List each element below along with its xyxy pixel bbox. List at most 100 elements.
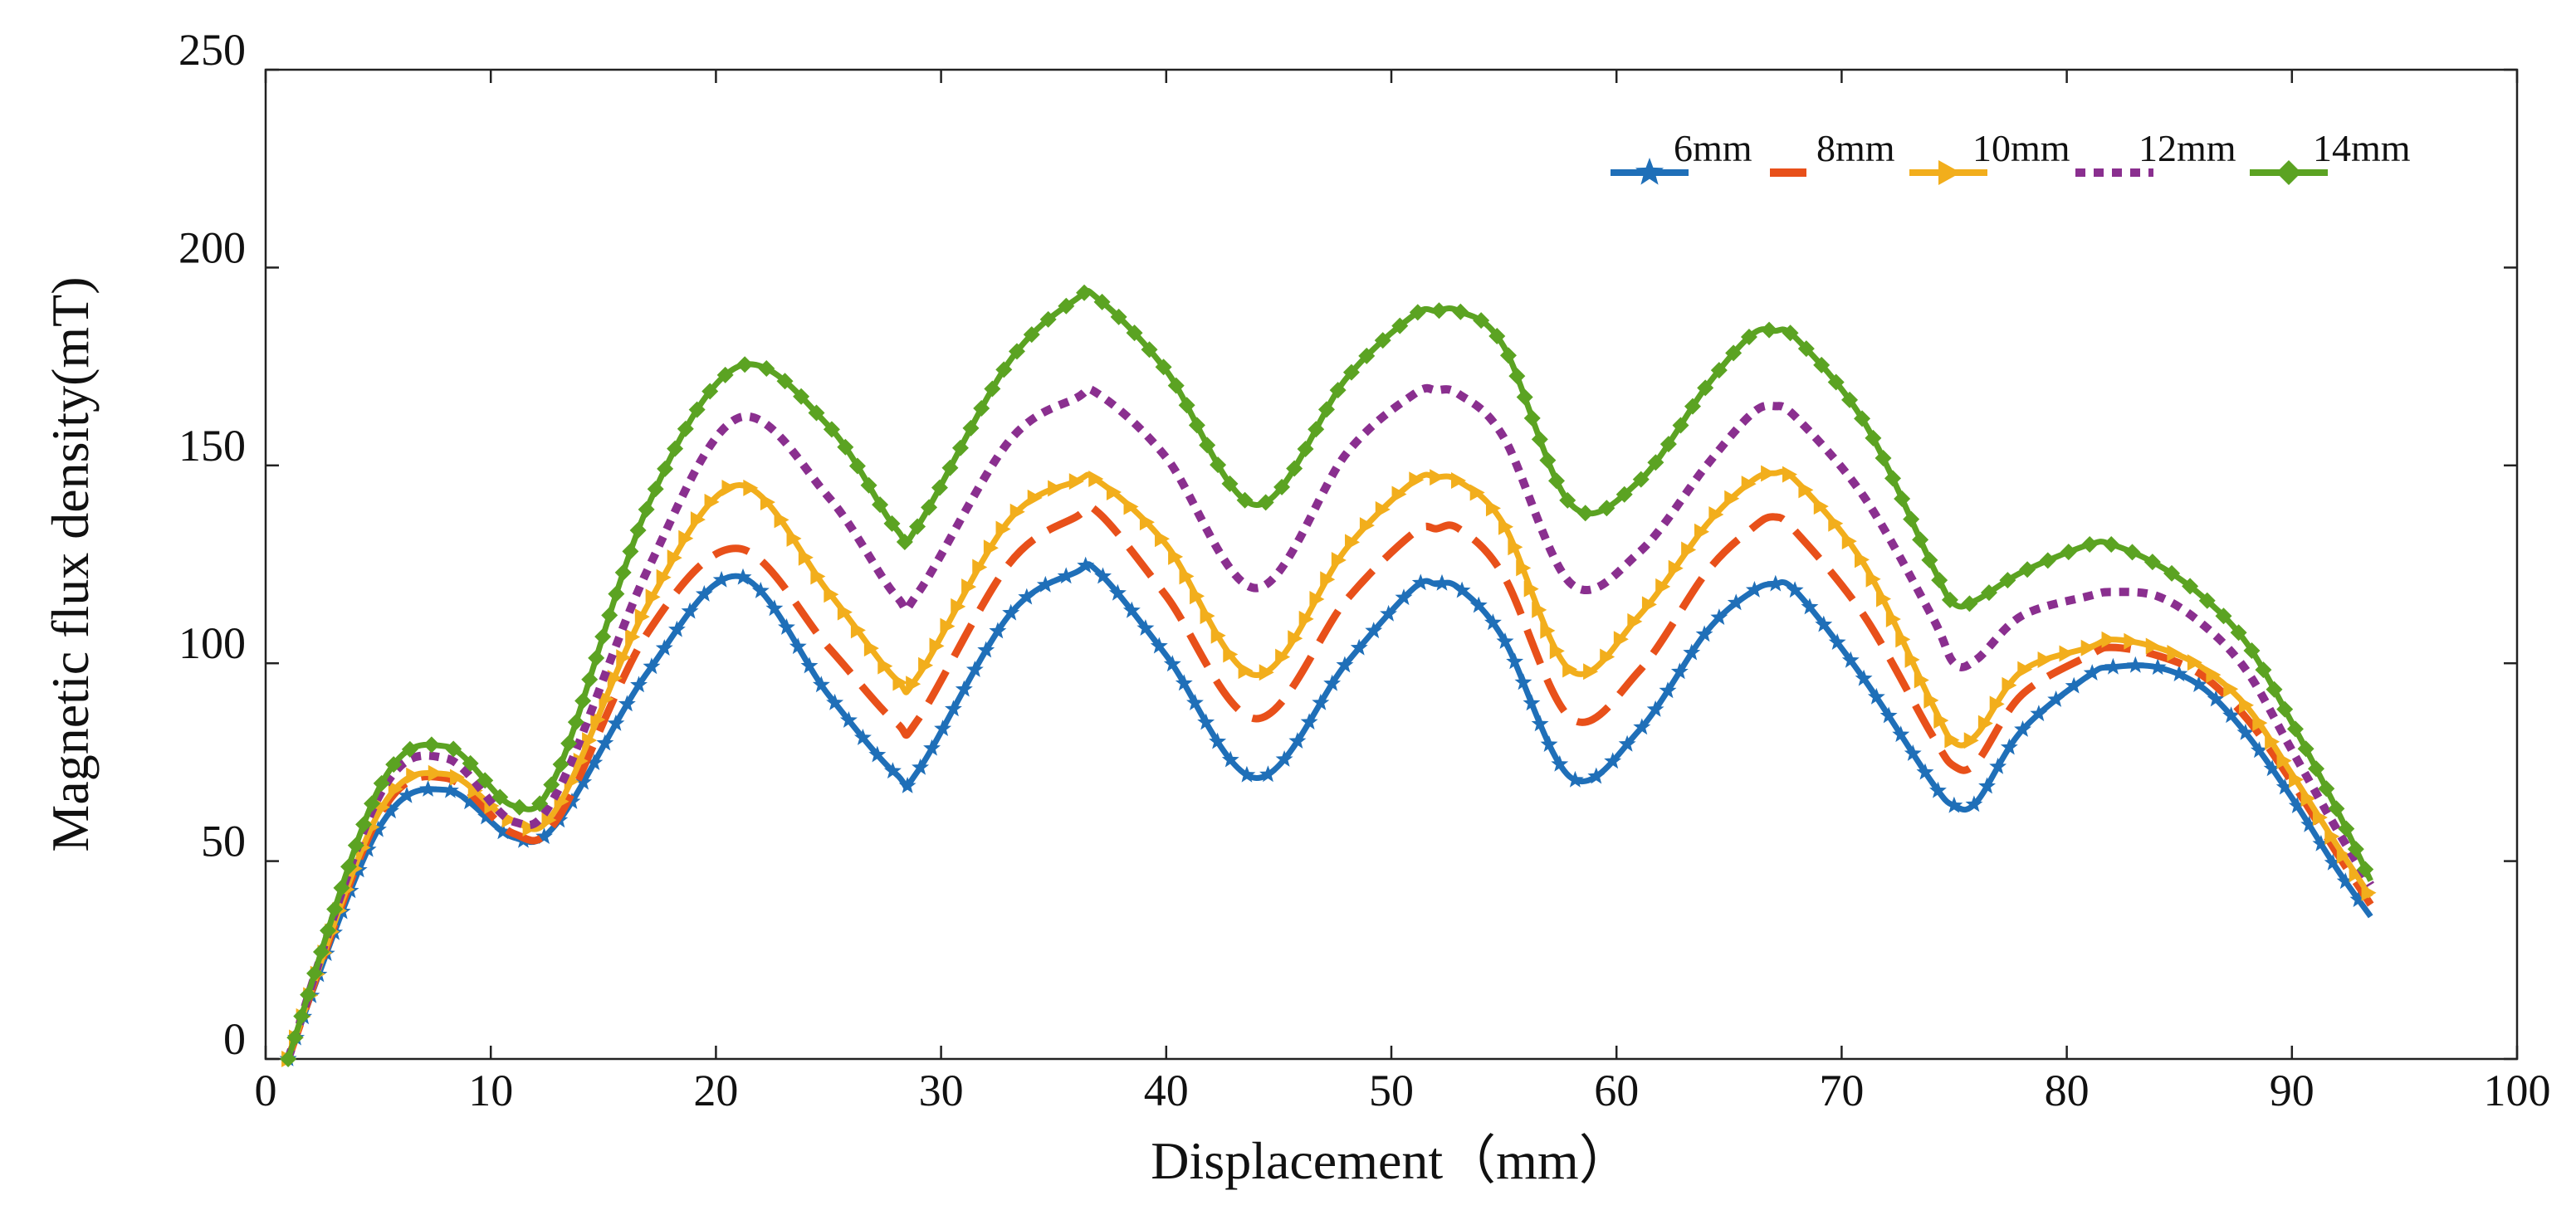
data-point-star [2030,705,2048,722]
data-point-diamond [921,499,938,516]
data-point-star [1380,604,1397,622]
data-point-triangle [2017,661,2033,678]
data-point-star [1978,777,1996,794]
data-point-triangle [1708,506,1724,524]
data-point-diamond [614,564,632,581]
data-point-diamond [347,837,364,854]
data-point-triangle [1562,661,1578,678]
data-point-diamond [2060,544,2077,561]
series-line-10mm [285,468,2373,1061]
data-point-triangle [1933,712,1949,729]
data-point-star [734,568,752,585]
data-point-star [2222,706,2240,724]
data-point-triangle [1627,612,1643,630]
data-point-star [853,729,872,745]
data-point-star [1221,750,1239,768]
y-tick-labels: 0 50 100 150 200 250 [178,25,246,1064]
data-point-star [1551,754,1569,772]
data-point-diamond [2357,861,2374,878]
data-point-triangle [798,549,814,566]
data-point-diamond [622,543,639,560]
x-tick-label: 100 [2484,1066,2551,1115]
data-point-diamond [2215,607,2232,625]
data-point-star [868,745,887,763]
data-point-diamond [1903,510,1920,528]
data-point-star [2236,723,2255,740]
data-point-triangle [1391,485,1407,503]
data-point-triangle [1989,695,2005,713]
x-tick-label: 80 [2045,1066,2090,1115]
data-point-star [1867,687,1885,705]
data-point-diamond [973,400,990,417]
data-point-triangle [961,578,977,596]
data-point-diamond [872,496,889,514]
data-point-star [2207,690,2225,707]
data-point-triangle [590,711,606,729]
data-point-diamond [2124,544,2141,561]
data-point-diamond [2266,681,2283,698]
data-point-triangle [1223,646,1239,663]
data-point-diamond [1548,472,1566,490]
data-point-star [965,661,984,677]
data-point-star [585,754,604,770]
series-8mm [284,502,2374,1061]
data-point-star [812,676,830,693]
data-point-star [596,734,614,751]
data-point-star [1288,732,1307,749]
legend-label: 12mm [2139,127,2236,169]
data-point-star [1989,757,2007,774]
data-point-star [668,620,686,637]
data-point-triangle [1485,500,1501,517]
data-point-diamond [1941,591,1958,608]
data-point-diamond [477,772,494,789]
data-point-triangle [2124,632,2139,650]
data-point-star [643,657,661,675]
series-line-8mm [284,502,2374,1061]
data-point-diamond [543,776,560,793]
data-point-diamond [601,607,618,624]
data-point-diamond [491,788,509,806]
data-point-triangle [1508,539,1523,556]
data-point-triangle [1694,523,1709,540]
data-point-star [1531,715,1549,732]
data-point-star [1904,744,1922,761]
data-point-triangle [388,780,403,798]
data-point-diamond [364,795,381,812]
data-point-diamond [1980,584,1997,602]
data-point-diamond [1961,595,1978,612]
data-point-triangle [1540,622,1556,639]
data-point-diamond [531,795,549,812]
data-point-triangle [656,568,672,586]
y-axis-title: Magnetic flux density(mT) [41,276,100,851]
data-point-triangle [940,617,956,635]
data-point-star [618,695,636,712]
data-point-triangle [634,608,650,626]
data-point-triangle [1106,483,1122,500]
data-point-star [839,711,858,728]
data-point-star [2275,778,2294,795]
data-point-triangle [616,649,632,666]
data-point-diamond [1523,409,1541,427]
data-point-diamond [1516,388,1533,406]
data-point-triangle [906,676,921,693]
data-point-triangle [2206,666,2222,684]
data-point-triangle [522,819,538,837]
data-point-star [681,602,699,619]
data-point-star [2104,657,2122,675]
data-point-triangle [1876,590,1892,607]
data-point-triangle [1532,601,1547,618]
data-point-triangle [625,628,641,646]
data-point-star [1336,656,1354,673]
data-point-triangle [607,670,623,687]
data-point-diamond [1761,321,1778,339]
data-point-star [898,777,917,793]
data-point-star [1587,767,1606,784]
data-point-star [2170,665,2188,682]
data-point-diamond [837,438,854,456]
data-point-star [955,680,973,697]
data-point-star [2336,872,2354,890]
data-point-diamond [340,858,357,876]
data-point-diamond [896,534,913,551]
data-point-diamond [1452,303,1469,320]
data-point-star [398,786,416,803]
